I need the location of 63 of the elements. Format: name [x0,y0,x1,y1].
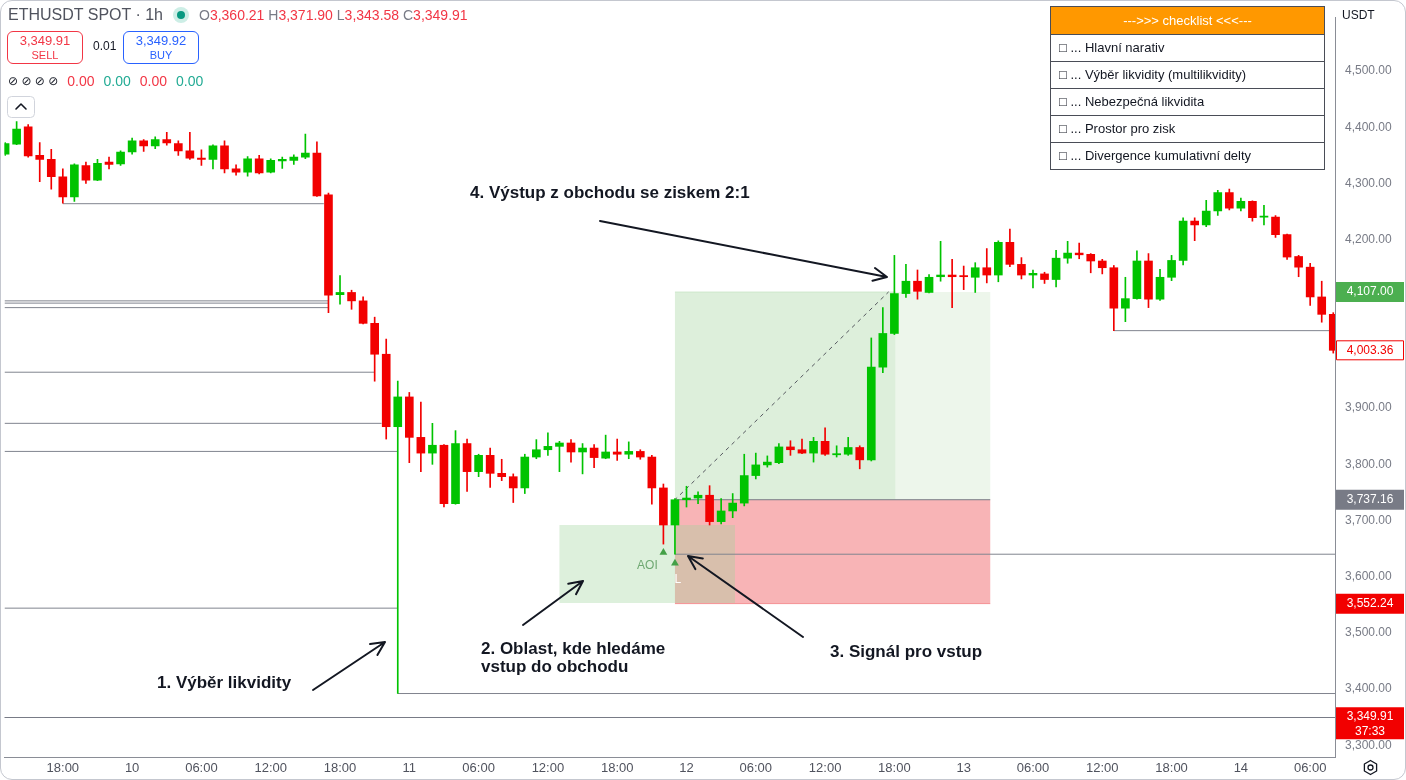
y-tick-label: 4,400.00 [1345,119,1393,134]
y-tick-label: 3,700.00 [1345,512,1393,527]
annotation: 4. Výstup z obchodu se ziskem 2:1 [470,183,750,202]
x-tick-label: 14 [1233,760,1249,776]
text: 3,737.16 [1346,492,1394,507]
x-tick-label: 18:00 [600,760,634,776]
x-tick-label: 06:00 [185,760,218,776]
y-tick-label: 3,800.00 [1345,456,1393,471]
annotation: 0.00 [175,73,204,89]
x-tick-label: 06:00 [1016,760,1050,776]
x-tick-label: 12:00 [808,760,842,776]
annotation: SELL [31,47,59,62]
x-tick-label: 18:00 [46,760,80,776]
annotation: □ ... Prostor pro zisk [1051,115,1324,142]
text: 4,107.00 [1346,284,1394,299]
y-axis-title: USDT [1342,8,1375,22]
y-tick-label: 3,900.00 [1345,400,1393,415]
annotation: □ ... Výběr likvidity (multilikvidity) [1051,61,1324,88]
text: 37:33 [1354,724,1386,739]
y-tick-label: 3,600.00 [1345,569,1393,583]
annotation: □ ... Hlavní narativ [1051,34,1324,61]
chart-title: ETHUSDT SPOT · 1h [8,6,163,24]
x-tick-label: 18:00 [323,760,357,776]
x-tick-label: 10 [124,760,140,776]
y-tick-label: 4,500.00 [1345,63,1393,78]
x-tick-label: 06:00 [462,760,495,776]
x-tick-label: 18:00 [1155,760,1188,776]
text: 3,552.24 [1346,595,1394,610]
annotation: □ ... Nebezpečná likvidita [1051,88,1324,115]
x-tick-label: 12:00 [254,760,287,776]
annotation: 3,349.92 [135,32,187,48]
text: 4,003.36 [1346,342,1394,357]
y-tick-label: 4,200.00 [1345,231,1393,246]
x-tick-label: 06:00 [739,760,773,776]
annotation: 0.00 [67,73,95,89]
annotation: AOI [637,557,658,572]
annotation: □ ... Divergence kumulativní delty [1051,142,1324,169]
buy-button: 3,349.92 BUY [123,31,199,64]
x-tick-label: 11 [402,760,417,776]
x-tick-label: 12 [679,760,694,776]
annotation: 1. Výběr likvidity [157,673,292,692]
x-tick-label: 13 [956,760,971,776]
annotation: 0.00 [103,73,131,89]
ref-line-label: 3,349.91 [1346,709,1394,724]
y-tick-label: 3,300.00 [1345,737,1393,752]
sell-button: 3,349.91 SELL [7,31,83,64]
x-tick-label: 06:00 [1293,760,1327,776]
y-tick-label: 3,400.00 [1345,681,1393,696]
annotation: BUY [149,47,173,62]
annotation: --->>> checklist <<<--- [1051,7,1324,34]
annotation: 3. Signál pro vstup [830,642,983,661]
annotation: 0.01 [93,39,117,53]
x-tick-label: 18:00 [878,760,911,776]
x-tick-label: 12:00 [1086,760,1119,776]
annotation: 3,349.91 [19,32,71,48]
y-tick-label: 3,500.00 [1345,625,1393,640]
x-tick-label: 12:00 [531,760,565,776]
chart-subtitle: O3,360.21 H3,371.90 L3,343.58 C3,349.91 [199,7,468,23]
annotation: 0.00 [139,73,167,89]
annotation: L [674,571,682,586]
annotation: ⊘ ⊘ ⊘ ⊘ [8,74,59,88]
y-tick-label: 4,300.00 [1345,175,1393,190]
annotation: 2. Oblast, kde hledáme vstup do obchodu [481,639,667,676]
